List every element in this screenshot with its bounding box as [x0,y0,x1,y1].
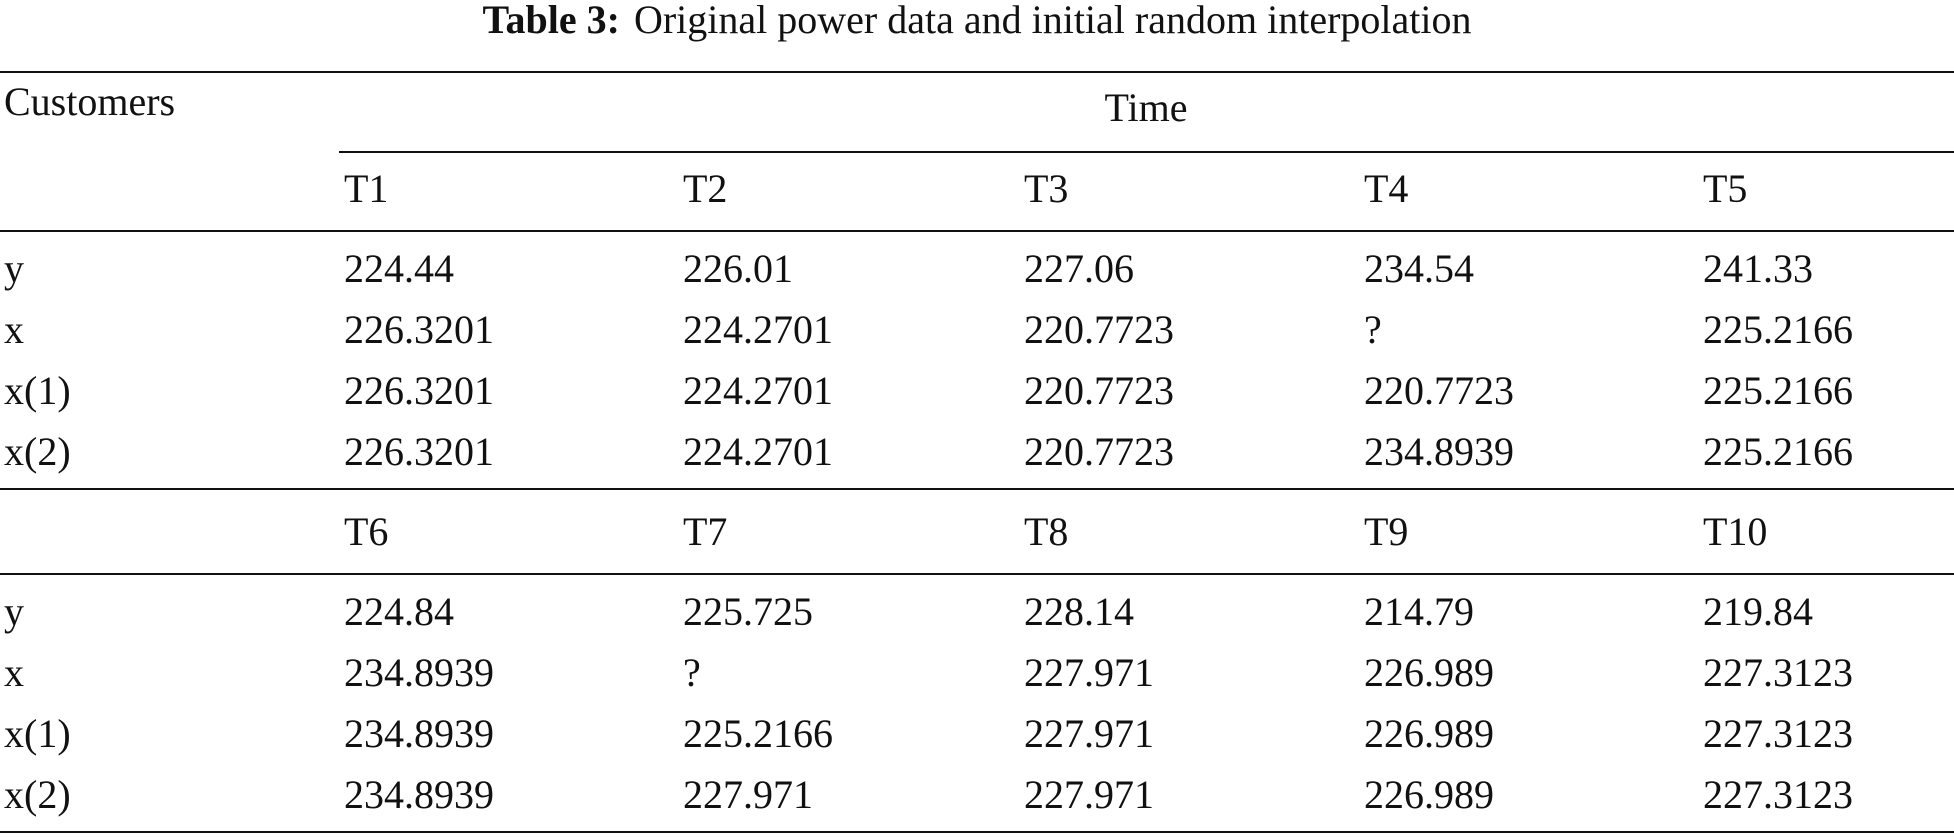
cell: 234.8939 [344,711,494,756]
cell: 225.2166 [683,711,833,756]
cell: 224.44 [344,246,454,291]
column-group: Time [1104,85,1187,130]
cell: 220.7723 [1364,368,1514,413]
row-label: y [4,246,24,291]
cell: 234.8939 [344,650,494,695]
row-label: x [4,650,24,695]
cell: 227.971 [683,772,813,817]
column-header: T8 [1024,509,1068,554]
cell: 228.14 [1024,589,1134,634]
cell: 227.3123 [1703,711,1853,756]
table-body: T1 T2 T3 T4 T5 y 224.44 226.01 227.06 234.54 241.3… [0,166,1954,833]
cell: 219.84 [1703,589,1813,634]
cell: 225.2166 [1703,307,1853,352]
table-caption: Table 3: Original power data and initial … [483,0,1472,42]
cell: 225.725 [683,589,813,634]
cell: 234.54 [1364,246,1474,291]
column-header: T10 [1703,509,1767,554]
cell: 224.2701 [683,307,833,352]
column-header: T9 [1364,509,1408,554]
column-header: T3 [1024,166,1068,211]
column-header: T2 [683,166,727,211]
column-header: T5 [1703,166,1747,211]
cell: 220.7723 [1024,307,1174,352]
cell: 226.01 [683,246,793,291]
cell: ? [683,650,701,695]
row-label: x [4,307,24,352]
cell: 225.2166 [1703,368,1853,413]
cell: 224.2701 [683,368,833,413]
row-label: x(1) [4,711,71,756]
cell: 227.971 [1024,650,1154,695]
cell: 226.989 [1364,772,1494,817]
cell: 227.971 [1024,711,1154,756]
cell: 226.989 [1364,711,1494,756]
cell: 227.06 [1024,246,1134,291]
cell: 226.3201 [344,429,494,474]
column-header: T1 [344,166,388,211]
row-label: x(1) [4,368,71,413]
row-label: x(2) [4,772,71,817]
column-header: T6 [344,509,388,554]
cell: 224.84 [344,589,454,634]
cell: ? [1364,307,1382,352]
cell: 220.7723 [1024,368,1174,413]
cell: 234.8939 [1364,429,1514,474]
cell: 224.2701 [683,429,833,474]
cell: 225.2166 [1703,429,1853,474]
row-label: y [4,589,24,634]
caption-text: Original power data and initial random i… [634,0,1472,42]
row-header: Customers [4,79,175,124]
cell: 226.989 [1364,650,1494,695]
cell: 226.3201 [344,368,494,413]
column-header: T4 [1364,166,1408,211]
cell: 220.7723 [1024,429,1174,474]
cell: 234.8939 [344,772,494,817]
cell: 227.971 [1024,772,1154,817]
column-header: T7 [683,509,727,554]
row-label: x(2) [4,429,71,474]
cell: 241.33 [1703,246,1813,291]
cell: 227.3123 [1703,650,1853,695]
cell: 226.3201 [344,307,494,352]
cell: 227.3123 [1703,772,1853,817]
caption-label: Table 3: [483,0,620,42]
cell: 214.79 [1364,589,1474,634]
